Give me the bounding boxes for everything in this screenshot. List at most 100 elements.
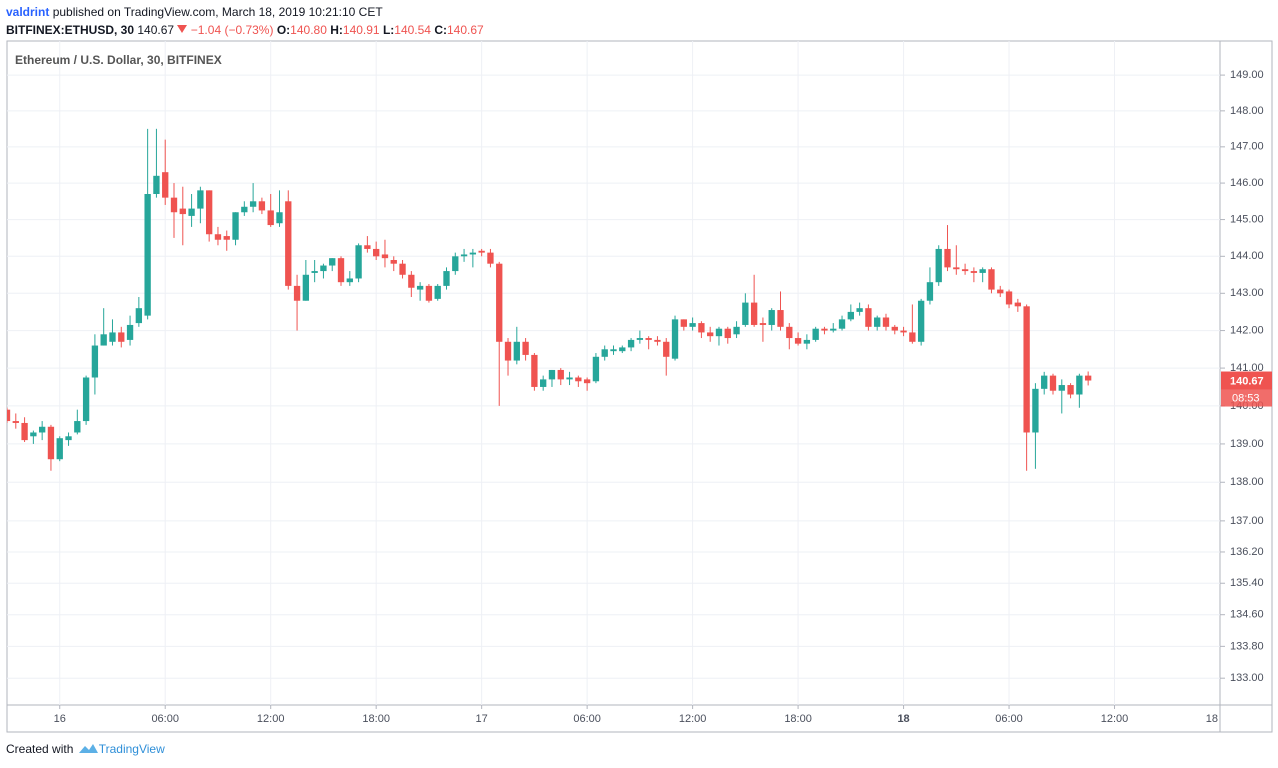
y-tick-label: 137.00 [1230, 515, 1264, 527]
candle-body [953, 267, 960, 270]
candle-body [961, 269, 969, 272]
publish-line: valdrint published on TradingView.com, M… [6, 5, 383, 19]
candle-body [258, 201, 266, 211]
candle-body [935, 248, 942, 283]
candle-body [434, 285, 441, 299]
y-tick-label: 148.00 [1230, 105, 1264, 117]
x-tick-label: 12:00 [257, 713, 285, 725]
candle-body [478, 250, 485, 253]
candle-body [759, 323, 767, 325]
candle-body [812, 328, 819, 340]
candle-body [610, 349, 617, 352]
x-tick-label: 18 [897, 713, 909, 725]
candle-body [724, 328, 731, 339]
candle-body [381, 254, 389, 259]
y-tick-label: 147.00 [1230, 141, 1264, 153]
candle-body [540, 379, 547, 387]
candle-body [487, 252, 494, 264]
candle-body [1023, 306, 1030, 433]
y-tick-label: 149.00 [1230, 69, 1264, 81]
candle-body [109, 332, 116, 342]
candle-body [249, 201, 257, 207]
candle-body [654, 339, 661, 342]
x-tick-label: 18:00 [784, 713, 812, 725]
candle-body [988, 269, 995, 290]
logo [78, 744, 98, 753]
candle-body [188, 208, 195, 216]
candle-body [619, 347, 626, 352]
down-arrow [177, 25, 188, 33]
symbol: BITFINEX:ETHUSD, 30 [6, 23, 135, 37]
candle-body [223, 236, 230, 240]
candle-body [460, 254, 468, 257]
candle-body [179, 208, 186, 215]
ohlc-value: 140.80 [290, 23, 327, 37]
y-tick-label: 134.60 [1230, 609, 1264, 621]
candle-body [663, 341, 670, 357]
candle-body [206, 190, 213, 235]
candle-body [241, 206, 248, 213]
candle-body [1005, 291, 1013, 305]
candle-body [627, 339, 635, 348]
symbol-line: BITFINEX:ETHUSD, 30 140.67 −1.04 (−0.73%… [6, 23, 484, 37]
candles [7, 128, 1092, 471]
x-tick-label: 06:00 [573, 713, 601, 725]
candle-body [944, 248, 951, 268]
candle-body [566, 377, 573, 380]
ohlc-key: L: [382, 23, 395, 37]
candle-body [838, 319, 846, 329]
y-tick-label: 142.00 [1230, 324, 1264, 336]
candle-body [1067, 385, 1074, 395]
change: −1.04 (−0.73%) [190, 23, 274, 37]
x-tick-label: 17 [476, 713, 488, 725]
candle-body [337, 258, 345, 283]
last-price: 140.67 [137, 23, 175, 37]
created-with: Created with [6, 742, 74, 756]
y-tick-label: 136.20 [1230, 546, 1264, 558]
candle-body [364, 245, 371, 249]
candle-body [135, 308, 143, 324]
ohlc-value: 140.54 [394, 23, 431, 37]
x-tick-label: 16 [54, 713, 66, 725]
candle-body [750, 302, 758, 325]
candle-body [742, 302, 749, 325]
candle-body [355, 245, 362, 279]
candle-body [592, 356, 600, 382]
candle-body [698, 323, 705, 333]
x-tick-label: 18 [1206, 713, 1218, 725]
candle-body [970, 271, 978, 273]
candle-body [469, 252, 477, 255]
candle-body [144, 194, 151, 316]
x-tick-label: 06:00 [151, 713, 179, 725]
candle-body [21, 422, 28, 441]
ohlc-value: 140.67 [446, 23, 484, 37]
candle-body [30, 432, 37, 437]
candle-body [91, 345, 99, 378]
candle-body [329, 258, 336, 266]
candle-body [548, 369, 556, 380]
candle-body [830, 328, 837, 331]
candle-body [390, 259, 397, 264]
candle-body [373, 248, 380, 257]
candle-body [513, 341, 520, 361]
candle-body [126, 324, 134, 340]
chart-title: Ethereum / U.S. Dollar, 30, BITFINEX [15, 53, 222, 67]
candle-body [689, 323, 696, 327]
candle-body [645, 338, 652, 340]
candle-body [302, 274, 310, 301]
candle-body [601, 349, 608, 357]
y-tick-label: 133.00 [1230, 672, 1264, 684]
y-tick-label: 135.40 [1230, 577, 1264, 589]
candle-body [197, 190, 204, 209]
candle-body [1084, 375, 1092, 381]
candle-body [118, 332, 125, 342]
grid [7, 41, 1220, 705]
x-tick-label: 06:00 [995, 713, 1023, 725]
y-tick-label: 145.00 [1230, 213, 1264, 225]
candle-body [909, 332, 916, 342]
candle-body [47, 426, 55, 460]
candle-body [671, 319, 679, 359]
candle-body [1049, 375, 1057, 391]
